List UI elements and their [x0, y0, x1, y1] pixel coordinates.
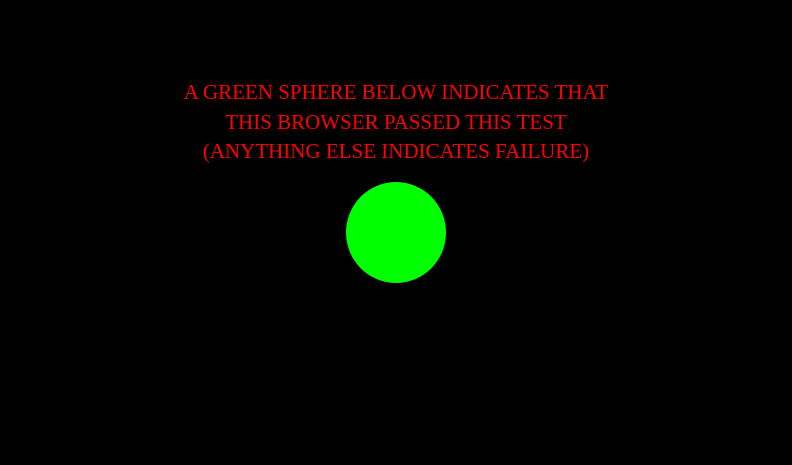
instruction-line-3: (ANYTHING ELSE INDICATES FAILURE) [202, 139, 590, 163]
instruction-line-2: THIS BROWSER PASSED THIS TEST [225, 109, 567, 134]
instruction-line-1: A GREEN SPHERE BELOW INDICATES THAT [183, 80, 609, 104]
test-instructions: A GREEN SPHERE BELOW INDICATES THAT THIS… [0, 78, 792, 167]
green-sphere-icon [346, 182, 446, 283]
